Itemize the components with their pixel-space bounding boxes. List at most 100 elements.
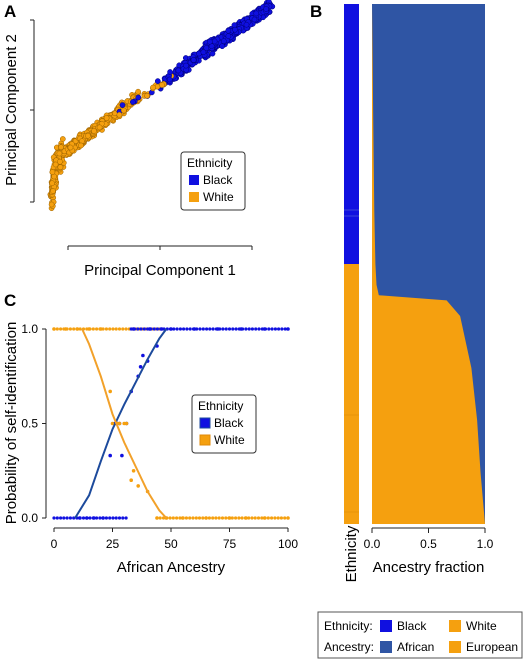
panel-c-point-black: [138, 365, 143, 369]
panel-c-point-black: [121, 516, 125, 520]
panel-c-point-black: [283, 327, 287, 331]
panel-a-point-black: [219, 43, 226, 50]
panel-a-point-black: [130, 99, 136, 105]
panel-c-point-white: [217, 516, 221, 520]
panel-a-point-white: [48, 201, 55, 208]
panel-c-point-black: [65, 516, 69, 520]
panel-c-point-black: [148, 327, 152, 331]
panel-c-point-white: [270, 516, 274, 520]
panel-c-point-white: [171, 516, 175, 520]
panel-a-point-white: [120, 107, 127, 114]
panel-a-legend-label-black: Black: [203, 173, 233, 187]
panel-b: B 0.0 0.5 1.0 Ancestry fraction Ethnicit…: [310, 2, 494, 582]
panel-c-legend: Ethnicity Black White: [191, 394, 257, 454]
panel-c-point-black: [205, 327, 209, 331]
panel-c-point-white: [68, 327, 72, 331]
panel-c-point-black: [114, 516, 118, 520]
panel-c-legend-swatch-black: [199, 417, 211, 429]
panel-c-point-white: [279, 516, 283, 520]
panel-c-x-axis-title: African Ancestry: [117, 559, 226, 576]
bottom-legend-label-european: European: [466, 640, 518, 654]
panel-a-point-white: [78, 142, 84, 149]
panel-a-point-black: [166, 76, 173, 83]
bottom-legend-box: [317, 611, 523, 659]
panel-c-point-white: [276, 516, 280, 520]
panel-c-point-black: [172, 327, 176, 331]
panel-c-point-black: [142, 327, 146, 331]
panel-c-point-white: [72, 327, 76, 331]
panel-b-x-tick-label: 0.5: [420, 537, 437, 551]
panel-b-x-tick-label: 0.0: [364, 537, 381, 551]
panel-c-point-white: [55, 327, 59, 331]
panel-a-point-white: [103, 115, 110, 121]
panel-a-point-white: [57, 158, 63, 165]
panel-a-point-black: [220, 38, 227, 45]
panel-c-point-black: [92, 516, 96, 520]
panel-c-point-white: [155, 516, 159, 520]
panel-c-point-black: [104, 516, 108, 520]
panel-c-point-black: [239, 327, 243, 331]
panel-c-point-black: [247, 327, 251, 331]
panel-c-y-tick-label: 0.5: [21, 417, 38, 431]
panel-c-point-black: [270, 327, 274, 331]
panel-c-point-black: [185, 327, 189, 331]
panel-c-legend-label-black: Black: [214, 416, 244, 430]
panel-c-point-black: [111, 516, 115, 520]
panel-c-point-black: [101, 516, 105, 520]
panel-c-point-black: [262, 327, 267, 331]
panel-a-point-black: [119, 102, 126, 108]
panel-c-point-black: [59, 516, 63, 520]
panel-c-point-black: [277, 327, 281, 331]
panel-a-point-black: [190, 57, 197, 63]
panel-c-point-black: [227, 327, 232, 331]
panel-c-point-white: [99, 327, 103, 331]
panel-c-point-white: [207, 516, 211, 520]
panel-c-ticks: [42, 328, 289, 532]
panel-c-point-black: [188, 327, 192, 331]
panel-c-point-black: [257, 327, 261, 331]
panel-a-y-axis-title: Principal Component 2: [3, 34, 20, 186]
panel-c-point-white: [273, 516, 277, 520]
panel-a-point-black: [232, 26, 238, 33]
panel-a-point-black: [211, 38, 218, 45]
panel-a-point-white: [96, 124, 103, 131]
panel-c-point-black: [117, 516, 122, 520]
panel-c-point-black: [280, 327, 284, 331]
panel-c-point-white: [188, 516, 192, 520]
panel-c-point-black: [159, 327, 164, 331]
panel-b-ethnicity-black-bar: [344, 4, 359, 264]
panel-b-x-axis-title: Ancestry fraction: [373, 559, 485, 576]
panel-c-point-white: [194, 516, 198, 520]
panel-a-point-white: [52, 161, 59, 168]
panel-a-point-black: [200, 49, 207, 56]
panel-a-point-white: [67, 144, 74, 151]
panel-c-y-tick-label: 0.0: [21, 511, 38, 525]
panel-c-point-white: [117, 327, 122, 331]
panel-a-legend-swatch-black: [189, 175, 199, 185]
panel-a-point-white: [50, 188, 56, 194]
panel-c-point-black: [250, 327, 254, 331]
panel-a-point-black: [175, 67, 182, 74]
bottom-legend-label-white: White: [466, 619, 497, 633]
panel-c-x-tick-label: 75: [223, 537, 237, 551]
panel-c-point-black: [175, 327, 179, 331]
panel-c-black-fit-curve: [74, 328, 168, 519]
panel-c-point-black: [267, 327, 271, 331]
panel-c-point-white: [111, 327, 115, 331]
panel-c-legend-swatch-white: [199, 434, 211, 446]
panel-a-point-black: [253, 10, 260, 17]
panel-a-point-white: [59, 136, 66, 142]
panel-c-point-black: [141, 353, 145, 358]
panel-c-point-black: [77, 516, 82, 520]
panel-a-point-white: [144, 92, 150, 99]
panel-c-point-white: [131, 469, 136, 473]
panel-c-point-black: [192, 327, 197, 331]
panel-c-point-white: [136, 484, 140, 488]
panel-c-point-white: [108, 327, 112, 331]
panel-a-point-white: [85, 132, 91, 139]
panel-c-point-white: [224, 516, 228, 520]
panel-a-point-black: [263, 6, 269, 12]
panel-c-point-black: [244, 327, 248, 331]
panel-b-ethnicity-white-bar: [344, 264, 359, 524]
panel-c-point-black: [95, 516, 99, 520]
